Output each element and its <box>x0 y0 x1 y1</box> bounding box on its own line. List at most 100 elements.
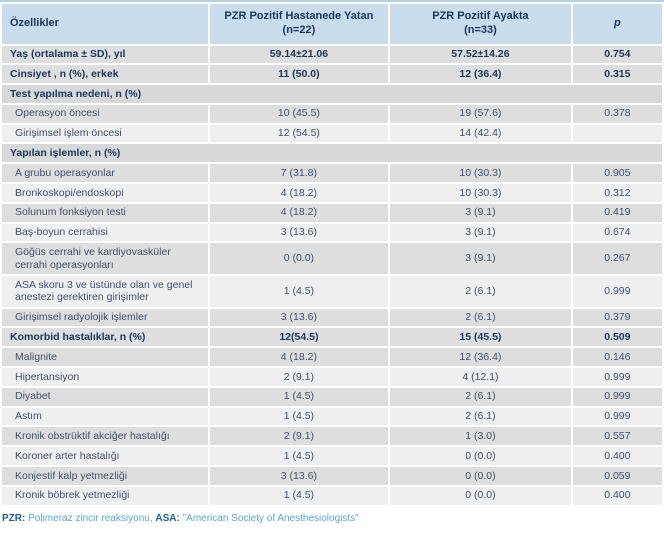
table-row: Koroner arter hastalığı 1 (4.5) 0 (0.0) 0.4… <box>2 447 662 466</box>
row-label: Girişimsel radyolojik işlemler <box>2 308 208 327</box>
p-value-cell: 0.754 <box>572 45 662 64</box>
column-header-inpatient: PZR Pozitif Hastanede Yatan (n=22) <box>209 4 389 44</box>
value-cell: 2 (6.1) <box>390 308 571 327</box>
row-label: Göğüs cerrahi ve kardiyovasküler cerrahi… <box>2 243 208 275</box>
p-value-cell: 0.419 <box>572 203 662 222</box>
p-value-cell: 0.315 <box>572 65 662 84</box>
table-body: Yaş (ortalama ± SD), yıl 59.14±21.06 57.52… <box>2 45 662 505</box>
value-cell: 2 (6.1) <box>390 276 571 307</box>
p-value-cell <box>572 124 662 143</box>
value-cell: 3 (13.6) <box>209 467 389 485</box>
value-cell: 12 (36.4) <box>390 348 571 367</box>
table-row: Girişimsel radyolojik işlemler 3 (13.6) 2 … <box>2 308 662 327</box>
table-row: Girişimsel işlem öncesi 12 (54.5) 14 (42.4… <box>2 124 662 143</box>
column-header-label: PZR Pozitif Hastanede Yatan <box>224 10 374 22</box>
table-row: ASA skoru 3 ve üstünde olan ve genel ane… <box>2 276 662 307</box>
p-value-cell: 0.400 <box>572 486 662 505</box>
value-cell: 19 (57.6) <box>390 104 571 123</box>
value-cell: 0 (0.0) <box>390 447 571 466</box>
value-cell: 12 (54.5) <box>209 124 389 143</box>
value-cell: 3 (9.1) <box>390 243 571 275</box>
table-row: Komorbid hastalıklar, n (%) 12(54.5) 15 (4… <box>2 328 662 347</box>
row-label: Astım <box>2 407 208 426</box>
value-cell: 2 (6.1) <box>390 387 571 406</box>
abbreviation-footnote: PZR: Polimeraz zincir reaksiyonu, ASA: "… <box>0 507 664 525</box>
section-row: Test yapılma nedeni, n (%) <box>2 85 662 103</box>
value-cell: 3 (9.1) <box>390 203 571 222</box>
pzr-abbreviation-label: PZR: <box>2 512 26 524</box>
table-row: A grubu operasyonlar 7 (31.8) 10 (30.3) 0.9… <box>2 164 662 183</box>
p-value-cell: 0.146 <box>572 348 662 367</box>
comparison-table-container: Özellikler PZR Pozitif Hastanede Yatan (… <box>0 0 664 525</box>
table-row: Baş-boyun cerrahisi 3 (13.6) 3 (9.1) 0.674 <box>2 223 662 242</box>
column-header-n-count: (n=33) <box>464 23 497 36</box>
value-cell: 0 (0.0) <box>209 243 389 275</box>
p-value-cell: 0.999 <box>572 368 662 386</box>
table-row: Cinsiyet , n (%), erkek 11 (50.0) 12 (36.4… <box>2 65 662 84</box>
column-header-outpatient: PZR Pozitif Ayakta (n=33) <box>390 4 571 44</box>
row-label: Kronik böbrek yetmezliği <box>2 486 208 505</box>
p-value-cell: 0.509 <box>572 328 662 347</box>
value-cell: 0 (0.0) <box>390 467 571 485</box>
value-cell: 1 (4.5) <box>209 276 389 307</box>
header-row: Özellikler PZR Pozitif Hastanede Yatan (… <box>2 4 662 44</box>
row-label: Test yapılma nedeni, n (%) <box>2 85 662 103</box>
table-row: Solunum fonksiyon testi 4 (18.2) 3 (9.1) 0.… <box>2 203 662 222</box>
value-cell: 10 (30.3) <box>390 164 571 183</box>
value-cell: 12(54.5) <box>209 328 389 347</box>
value-cell: 59.14±21.06 <box>209 45 389 64</box>
p-value-cell: 0.059 <box>572 467 662 485</box>
column-header-n-count: (n=22) <box>282 23 316 36</box>
asa-abbreviation-label: ASA: <box>155 512 180 524</box>
row-label: Operasyon öncesi <box>2 104 208 123</box>
column-header-label: PZR Pozitif Ayakta <box>432 10 529 22</box>
p-value-cell: 0.379 <box>572 308 662 327</box>
p-value-cell: 0.557 <box>572 427 662 446</box>
value-cell: 2 (6.1) <box>390 407 571 426</box>
value-cell: 57.52±14.26 <box>390 45 571 64</box>
row-label: Malignite <box>2 348 208 367</box>
value-cell: 1 (4.5) <box>209 447 389 466</box>
value-cell: 4 (18.2) <box>209 184 389 202</box>
column-header-ozellikler: Özellikler <box>2 4 208 44</box>
value-cell: 2 (9.1) <box>209 427 389 446</box>
p-value-cell: 0.312 <box>572 184 662 202</box>
p-value-cell: 0.400 <box>572 447 662 466</box>
value-cell: 0 (0.0) <box>390 486 571 505</box>
p-value-cell: 0.267 <box>572 243 662 275</box>
row-label: Yaş (ortalama ± SD), yıl <box>2 45 208 64</box>
row-label: A grubu operasyonlar <box>2 164 208 183</box>
table-row: Göğüs cerrahi ve kardiyovasküler cerrahi… <box>2 243 662 275</box>
row-label: Bronkoskopi/endoskopi <box>2 184 208 202</box>
p-value-cell: 0.999 <box>572 407 662 426</box>
table-row: Konjestif kalp yetmezliği 3 (13.6) 0 (0.0)… <box>2 467 662 485</box>
value-cell: 1 (3.0) <box>390 427 571 446</box>
asa-abbreviation-text: "American Society of Anesthesiologists" <box>179 512 359 524</box>
value-cell: 4 (18.2) <box>209 203 389 222</box>
row-label: Kronik obstrüktif akciğer hastalığı <box>2 427 208 446</box>
row-label: Koroner arter hastalığı <box>2 447 208 466</box>
value-cell: 14 (42.4) <box>390 124 571 143</box>
row-label: Komorbid hastalıklar, n (%) <box>2 328 208 347</box>
p-value-cell: 0.674 <box>572 223 662 242</box>
table-row: Diyabet 1 (4.5) 2 (6.1) 0.999 <box>2 387 662 406</box>
value-cell: 3 (13.6) <box>209 223 389 242</box>
table-row: Yaş (ortalama ± SD), yıl 59.14±21.06 57.52… <box>2 45 662 64</box>
value-cell: 12 (36.4) <box>390 65 571 84</box>
p-value-cell: 0.999 <box>572 387 662 406</box>
value-cell: 1 (4.5) <box>209 407 389 426</box>
table-row: Kronik obstrüktif akciğer hastalığı 2 (9.… <box>2 427 662 446</box>
row-label: Baş-boyun cerrahisi <box>2 223 208 242</box>
value-cell: 15 (45.5) <box>390 328 571 347</box>
value-cell: 3 (13.6) <box>209 308 389 327</box>
table-row: Operasyon öncesi 10 (45.5) 19 (57.6) 0.378 <box>2 104 662 123</box>
row-label: Solunum fonksiyon testi <box>2 203 208 222</box>
value-cell: 7 (31.8) <box>209 164 389 183</box>
table-top-border <box>0 0 664 2</box>
row-label: Diyabet <box>2 387 208 406</box>
row-label: Yapılan işlemler, n (%) <box>2 144 662 163</box>
row-label: Hipertansiyon <box>2 368 208 386</box>
row-label: Cinsiyet , n (%), erkek <box>2 65 208 84</box>
pzr-abbreviation-text: Polimeraz zincir reaksiyonu, <box>25 512 156 524</box>
p-value-cell: 0.999 <box>572 276 662 307</box>
